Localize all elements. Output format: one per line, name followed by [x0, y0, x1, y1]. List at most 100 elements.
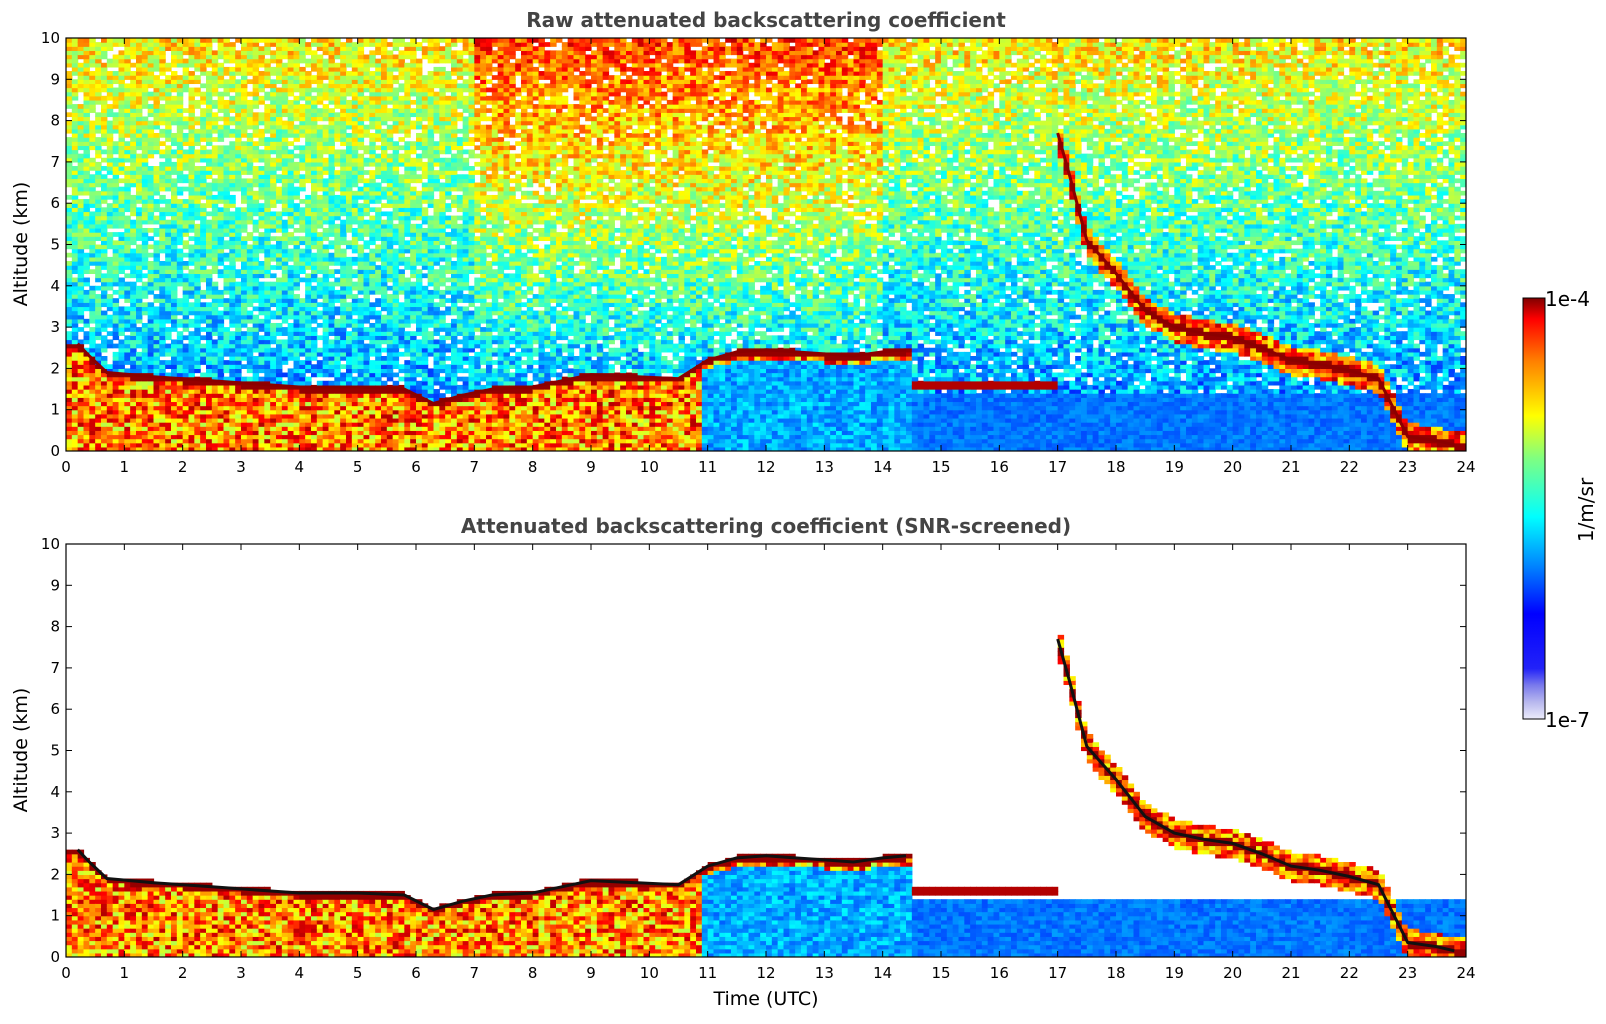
- heatmap-cell: [66, 145, 73, 151]
- heatmap-cell: [375, 302, 382, 308]
- heatmap-cell: [346, 289, 353, 295]
- heatmap-cell: [106, 430, 114, 436]
- heatmap-cell: [83, 372, 90, 378]
- heatmap-cell: [188, 132, 195, 138]
- heatmap-cell: [246, 389, 254, 394]
- heatmap-cell: [194, 207, 201, 213]
- heatmap-cell: [211, 112, 219, 118]
- heatmap-cell: [171, 318, 178, 324]
- heatmap-cell: [316, 265, 324, 270]
- heatmap-cell: [66, 161, 73, 167]
- heatmap-cell: [130, 95, 137, 101]
- heatmap-cell: [346, 161, 353, 167]
- heatmap-cell: [264, 120, 271, 126]
- heatmap-cell: [136, 174, 143, 180]
- heatmap-cell: [322, 182, 330, 188]
- heatmap-cell: [293, 273, 300, 279]
- heatmap-cell: [165, 289, 172, 295]
- heatmap-cell: [66, 141, 73, 146]
- heatmap-cell: [124, 417, 131, 423]
- heatmap-cell: [147, 318, 155, 324]
- heatmap-cell: [206, 54, 213, 60]
- heatmap-cell: [211, 170, 219, 175]
- heatmap-cell: [252, 306, 260, 312]
- heatmap-cell: [112, 116, 120, 122]
- heatmap-cell: [211, 446, 219, 451]
- heatmap-cell: [136, 58, 143, 64]
- heatmap-cell: [217, 194, 225, 200]
- heatmap-cell: [293, 442, 300, 448]
- heatmap-cell: [89, 294, 96, 299]
- heatmap-cell: [106, 58, 114, 64]
- heatmap-cell: [346, 318, 353, 324]
- heatmap-cell: [95, 116, 102, 122]
- heatmap-cell: [66, 124, 73, 130]
- heatmap-cell: [287, 372, 295, 378]
- heatmap-cell: [118, 294, 125, 299]
- heatmap-cell: [118, 186, 125, 192]
- heatmap-cell: [211, 306, 219, 312]
- heatmap-cell: [264, 356, 271, 361]
- heatmap-cell: [153, 62, 160, 68]
- heatmap-cell: [211, 339, 219, 345]
- heatmap-cell: [171, 285, 178, 291]
- heatmap-cell: [252, 54, 260, 60]
- heatmap-cell: [369, 248, 376, 254]
- heatmap-cell: [223, 128, 230, 134]
- heatmap-cell: [252, 446, 260, 451]
- heatmap-cell: [241, 42, 248, 47]
- heatmap-cell: [229, 372, 236, 378]
- heatmap-cell: [311, 194, 318, 200]
- heatmap-cell: [276, 401, 283, 407]
- heatmap-cell: [147, 174, 155, 180]
- heatmap-cell: [369, 137, 376, 142]
- heatmap-cell: [83, 269, 90, 275]
- heatmap-cell: [235, 372, 242, 378]
- heatmap-cell: [71, 83, 79, 89]
- heatmap-cell: [171, 248, 178, 254]
- heatmap-cell: [95, 322, 102, 328]
- heatmap-cell: [188, 91, 195, 97]
- heatmap-cell: [235, 335, 242, 341]
- heatmap-cell: [77, 71, 85, 76]
- heatmap-cell: [357, 153, 365, 159]
- heatmap-cell: [328, 116, 335, 122]
- heatmap-cell: [95, 417, 102, 423]
- heatmap-cell: [311, 62, 318, 68]
- heatmap-cell: [165, 360, 172, 365]
- heatmap-cell: [293, 417, 300, 423]
- heatmap-cell: [71, 277, 79, 283]
- heatmap-cell: [182, 434, 190, 440]
- heatmap-cell: [293, 66, 300, 72]
- heatmap-cell: [136, 91, 143, 97]
- heatmap-cell: [375, 199, 382, 204]
- heatmap-cell: [293, 380, 300, 386]
- heatmap-cell: [241, 409, 248, 415]
- heatmap-cell: [311, 66, 318, 72]
- heatmap-cell: [241, 194, 248, 200]
- heatmap-cell: [270, 339, 277, 345]
- heatmap-cell: [375, 170, 382, 175]
- heatmap-cell: [281, 422, 289, 427]
- heatmap-cell: [281, 269, 289, 275]
- heatmap-cell: [334, 422, 341, 427]
- heatmap-cell: [159, 219, 166, 225]
- heatmap-cell: [276, 75, 283, 80]
- heatmap-cell: [101, 384, 108, 390]
- heatmap-cell: [346, 116, 353, 122]
- heatmap-cell: [211, 186, 219, 192]
- heatmap-cell: [153, 442, 160, 448]
- heatmap-cell: [223, 302, 230, 308]
- heatmap-cell: [264, 368, 271, 374]
- heatmap-cell: [130, 128, 137, 134]
- heatmap-cell: [223, 149, 230, 155]
- heatmap-cell: [270, 219, 277, 225]
- heatmap-cell: [328, 223, 335, 229]
- heatmap-cell: [386, 442, 394, 448]
- heatmap-cell: [182, 430, 190, 436]
- heatmap-cell: [71, 364, 79, 369]
- heatmap-cell: [147, 207, 155, 213]
- heatmap-cell: [83, 223, 90, 229]
- heatmap-cell: [363, 116, 370, 122]
- heatmap-cell: [130, 289, 137, 295]
